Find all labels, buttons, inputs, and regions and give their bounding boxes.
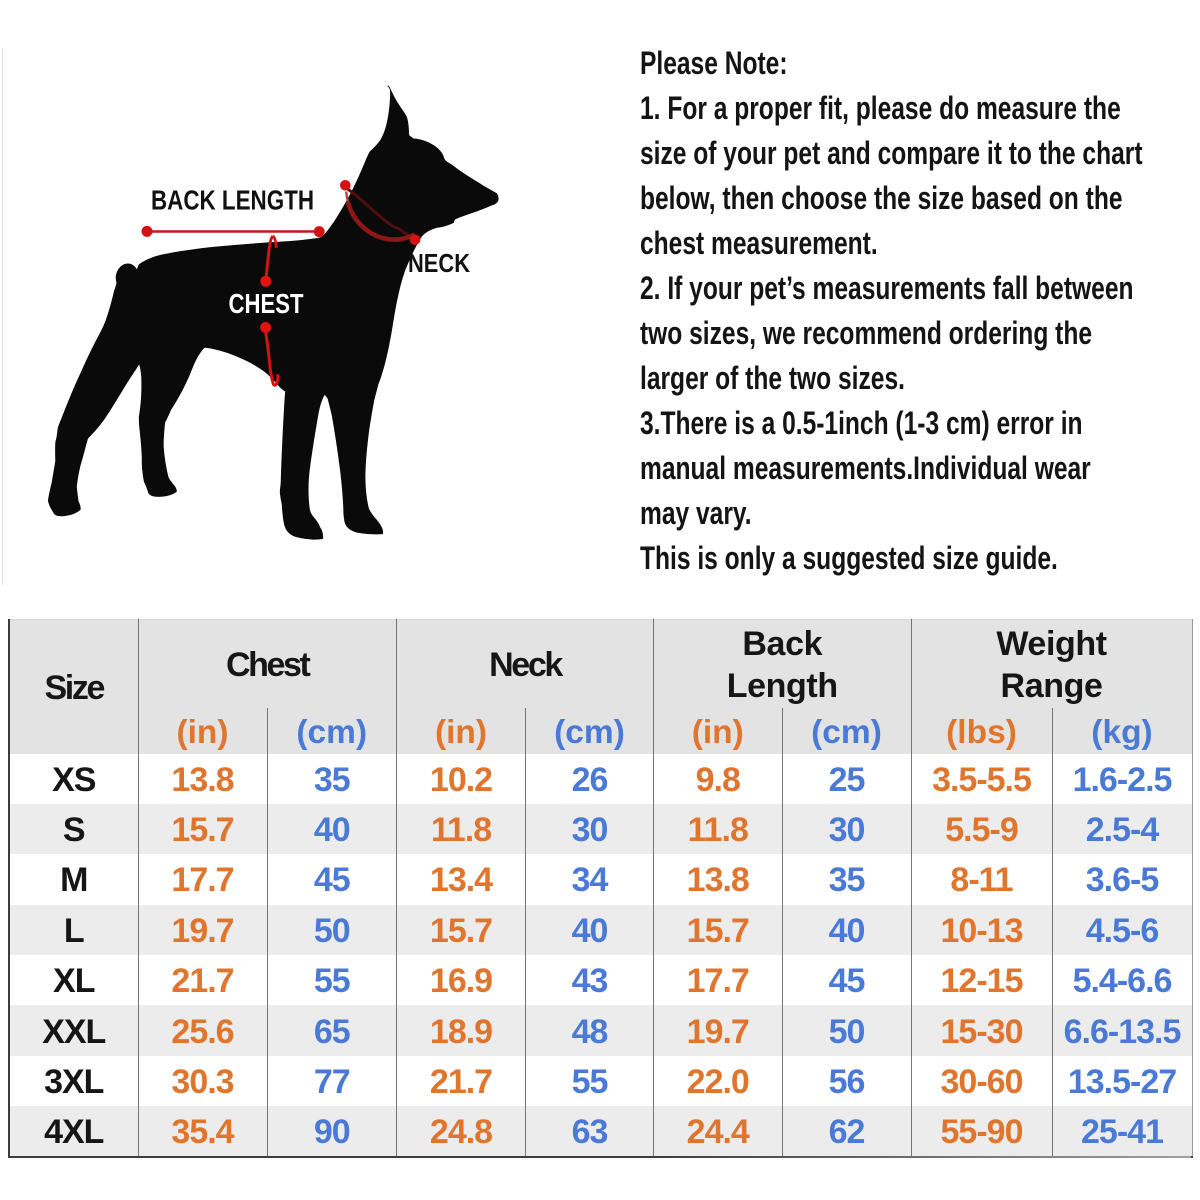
svg-text:BACK LENGTH: BACK LENGTH <box>151 185 314 216</box>
svg-text:CHEST: CHEST <box>229 288 304 319</box>
svg-text:NECK: NECK <box>408 248 470 278</box>
